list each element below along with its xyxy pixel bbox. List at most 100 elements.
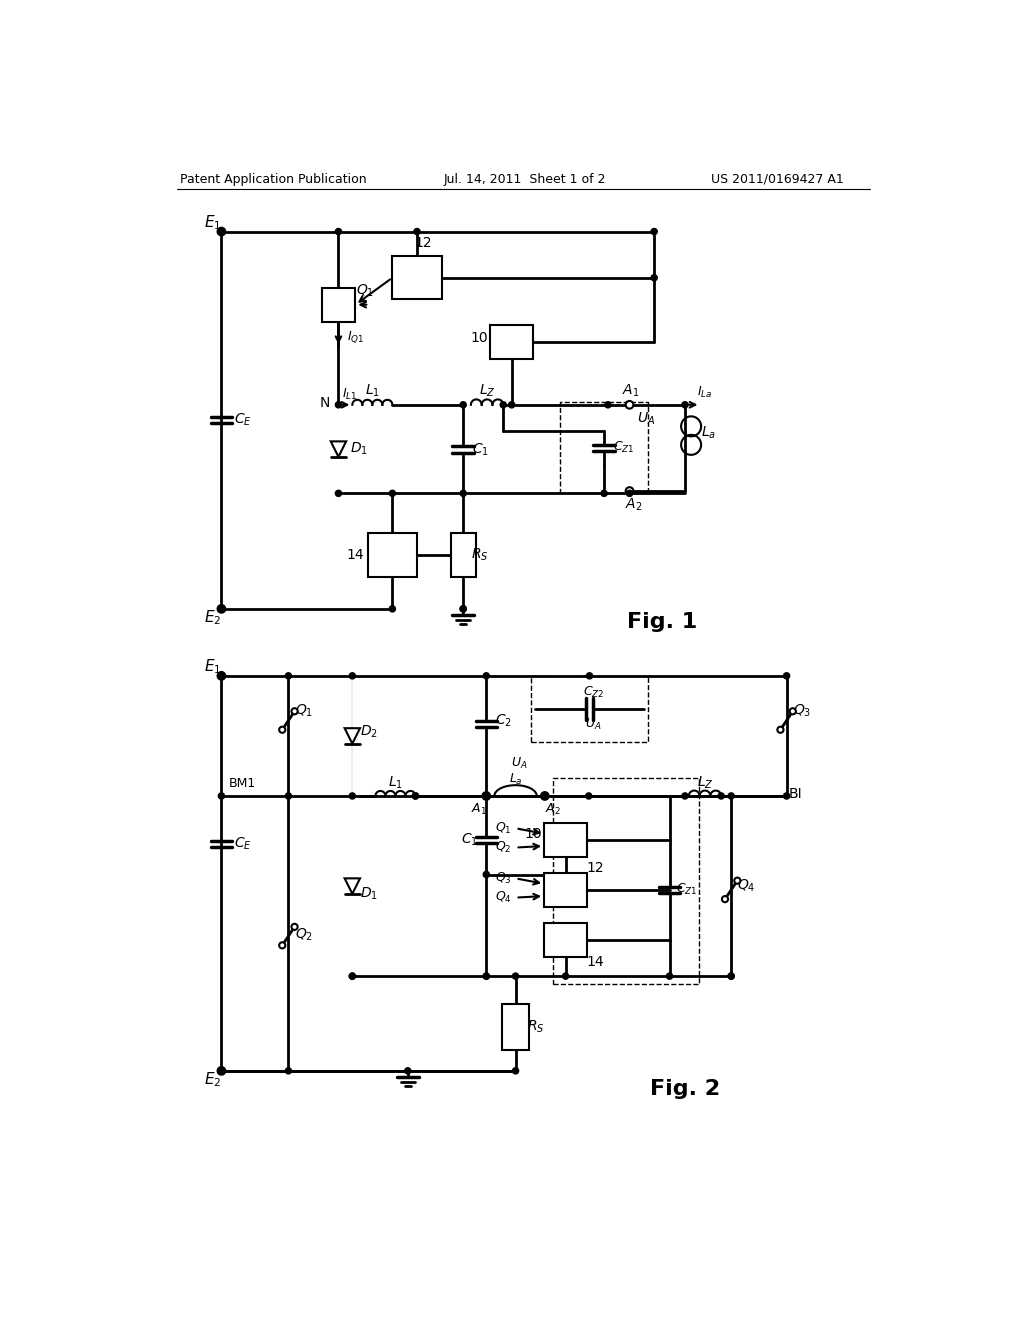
Circle shape [349, 673, 355, 678]
Circle shape [286, 673, 292, 678]
Circle shape [280, 942, 286, 949]
Polygon shape [345, 878, 360, 894]
Bar [490, 325, 534, 359]
Circle shape [413, 793, 419, 799]
Polygon shape [345, 729, 360, 743]
Circle shape [460, 401, 466, 408]
Circle shape [389, 490, 395, 496]
Text: Fig. 1: Fig. 1 [627, 612, 697, 632]
Text: Fig. 2: Fig. 2 [650, 1078, 720, 1098]
Bar [544, 873, 587, 907]
Text: $A_2$: $A_2$ [545, 801, 560, 817]
Text: US 2011/0169427 A1: US 2011/0169427 A1 [711, 173, 844, 186]
Circle shape [651, 275, 657, 281]
Text: $D_1$: $D_1$ [360, 886, 378, 902]
Circle shape [541, 792, 549, 800]
Circle shape [217, 1067, 225, 1074]
Circle shape [728, 973, 734, 979]
Circle shape [651, 228, 657, 235]
Text: $L_1$: $L_1$ [365, 383, 380, 399]
Circle shape [483, 871, 489, 878]
Circle shape [218, 673, 224, 678]
Text: $A_1$: $A_1$ [471, 801, 486, 817]
Circle shape [460, 606, 466, 612]
Text: $Q_3$: $Q_3$ [793, 704, 811, 719]
Text: $I_{Q1}$: $I_{Q1}$ [347, 329, 365, 345]
Circle shape [483, 793, 489, 799]
Circle shape [509, 401, 515, 408]
Text: $C_E$: $C_E$ [234, 836, 252, 851]
Circle shape [728, 973, 734, 979]
Circle shape [218, 1068, 224, 1074]
Text: Patent Application Publication: Patent Application Publication [179, 173, 367, 186]
Text: BM1: BM1 [229, 777, 256, 791]
Text: 14: 14 [586, 954, 604, 969]
Text: 14: 14 [346, 548, 365, 562]
Text: $C_1$: $C_1$ [461, 832, 478, 847]
Text: $Q_2$: $Q_2$ [496, 840, 512, 855]
Text: $E_1$: $E_1$ [204, 657, 221, 676]
Text: $U_A$: $U_A$ [637, 411, 655, 426]
Circle shape [728, 793, 734, 799]
Circle shape [605, 401, 611, 408]
Circle shape [626, 487, 634, 495]
Text: $I_{La}$: $I_{La}$ [696, 385, 712, 400]
Circle shape [482, 792, 490, 800]
Text: $U_A$: $U_A$ [585, 717, 601, 731]
Circle shape [783, 793, 790, 799]
Circle shape [460, 490, 466, 496]
Circle shape [783, 673, 790, 678]
Text: 10: 10 [524, 826, 542, 841]
Circle shape [483, 973, 489, 979]
Circle shape [217, 605, 225, 612]
Circle shape [722, 896, 728, 903]
Circle shape [404, 1068, 411, 1074]
Text: $C_{Z2}$: $C_{Z2}$ [583, 685, 604, 700]
Text: $Q_1$: $Q_1$ [496, 821, 512, 836]
Circle shape [483, 973, 489, 979]
Text: $L_a$: $L_a$ [700, 425, 716, 441]
Circle shape [562, 973, 568, 979]
Circle shape [777, 726, 783, 733]
Text: 12: 12 [415, 236, 432, 249]
Circle shape [790, 708, 796, 714]
Text: $C_{Z1}$: $C_{Z1}$ [676, 882, 697, 898]
Circle shape [626, 401, 634, 409]
Text: $I_{L1}$: $I_{L1}$ [342, 387, 357, 401]
Circle shape [512, 973, 518, 979]
Bar [502, 1005, 529, 1051]
Circle shape [512, 1068, 518, 1074]
Text: 12: 12 [586, 862, 604, 875]
Text: $R_S$: $R_S$ [526, 1019, 545, 1035]
Circle shape [718, 793, 724, 799]
Text: $L_1$: $L_1$ [388, 775, 402, 791]
Text: $E_2$: $E_2$ [204, 1071, 221, 1089]
Text: $D_1$: $D_1$ [349, 441, 368, 457]
Circle shape [286, 1068, 292, 1074]
Circle shape [682, 793, 688, 799]
Circle shape [218, 606, 224, 612]
Text: $Q_2$: $Q_2$ [295, 927, 313, 942]
Circle shape [280, 726, 286, 733]
Text: $E_2$: $E_2$ [204, 609, 221, 627]
Text: $U_A$: $U_A$ [511, 756, 527, 771]
Text: BI: BI [790, 788, 803, 801]
Circle shape [414, 228, 420, 235]
Circle shape [218, 793, 224, 799]
Text: $E_1$: $E_1$ [204, 213, 221, 232]
Circle shape [349, 973, 355, 979]
Text: 10: 10 [471, 331, 488, 345]
Text: $C_{Z1}$: $C_{Z1}$ [613, 441, 635, 455]
Circle shape [336, 490, 342, 496]
Bar [544, 822, 587, 857]
Circle shape [587, 673, 593, 678]
Text: N: N [319, 396, 330, 411]
Polygon shape [331, 441, 346, 457]
Circle shape [217, 228, 225, 235]
Text: $Q_1$: $Q_1$ [295, 704, 313, 719]
Circle shape [586, 793, 592, 799]
Text: $Q_1$: $Q_1$ [356, 282, 375, 300]
Circle shape [413, 793, 419, 799]
Text: $L_Z$: $L_Z$ [696, 775, 714, 791]
Text: $R_S$: $R_S$ [471, 546, 488, 564]
